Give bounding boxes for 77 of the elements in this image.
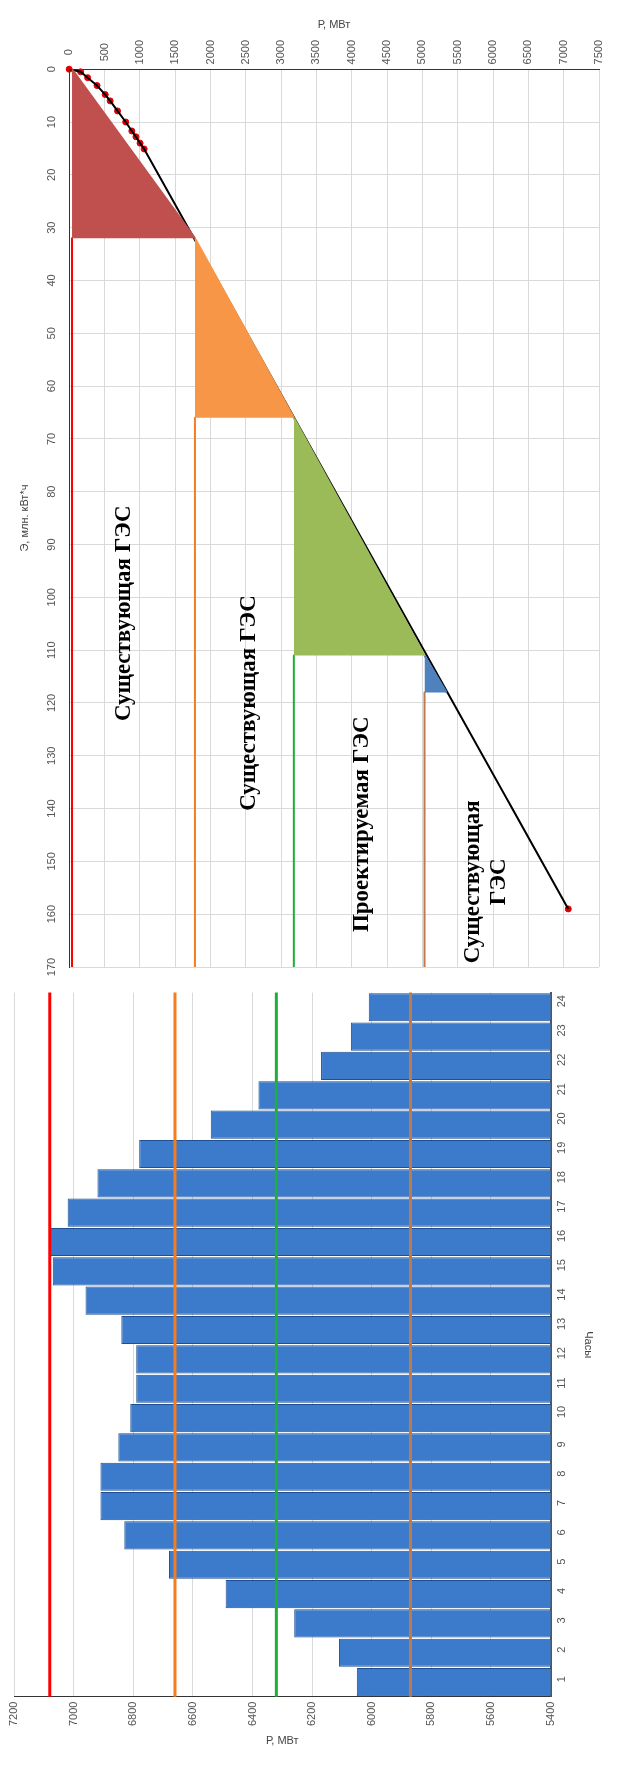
y-tick-label: 60 bbox=[45, 379, 58, 393]
x-axis-title: Р, МВт bbox=[266, 1734, 299, 1747]
y-tick-label: 9 bbox=[554, 1441, 567, 1448]
x-tick-label: 6000 bbox=[364, 1701, 377, 1727]
y-tick-label: 14 bbox=[554, 1288, 567, 1301]
y-tick-label: 110 bbox=[45, 641, 58, 659]
y-tick-label: 13 bbox=[554, 1317, 567, 1331]
y-tick-label: 100 bbox=[45, 588, 58, 607]
x-tick-label: 6800 bbox=[126, 1701, 139, 1727]
y-tick-label: 70 bbox=[45, 432, 58, 446]
y-tick-label: 0 bbox=[45, 66, 58, 73]
y-tick-label: 2 bbox=[554, 1646, 567, 1653]
y-axis-title: Э, млн. кВт*ч bbox=[17, 484, 30, 552]
y-tick-label: 10 bbox=[554, 1405, 567, 1419]
x-tick-label: 4500 bbox=[380, 39, 393, 65]
x-axis-title: Р, МВт bbox=[317, 17, 351, 30]
y-tick-label: 10 bbox=[45, 115, 58, 129]
annotation: Существующая ГЭС bbox=[234, 595, 260, 811]
y-tick-label: 6 bbox=[554, 1529, 567, 1536]
y-tick-label: 170 bbox=[45, 957, 58, 977]
y-tick-label: 11 bbox=[554, 1377, 567, 1389]
y-tick-label: 4 bbox=[554, 1587, 567, 1595]
y-tick-label: 18 bbox=[554, 1171, 567, 1184]
x-tick-label: 7000 bbox=[66, 1701, 79, 1727]
x-tick-label: 6200 bbox=[305, 1701, 318, 1727]
x-tick-label: 5400 bbox=[543, 1701, 556, 1727]
x-tick-label: 1000 bbox=[132, 39, 145, 65]
annotation: Существующая ГЭС bbox=[459, 800, 511, 964]
y-tick-label: 20 bbox=[554, 1112, 567, 1125]
y-tick-label: 160 bbox=[45, 905, 58, 924]
y-tick-label: 120 bbox=[45, 693, 58, 713]
x-tick-label: 4000 bbox=[344, 39, 357, 65]
x-tick-label: 5000 bbox=[415, 39, 428, 65]
x-tick-label: 500 bbox=[97, 43, 110, 62]
x-tick-label: 1500 bbox=[168, 39, 181, 65]
y-tick-label: 15 bbox=[554, 1259, 567, 1272]
y-tick-label: 5 bbox=[554, 1558, 567, 1565]
point bbox=[65, 65, 73, 73]
y-tick-label: 3 bbox=[554, 1617, 567, 1624]
y-tick-label: 16 bbox=[554, 1229, 567, 1242]
y-tick-label: 90 bbox=[45, 538, 58, 551]
y-tick-label: 20 bbox=[45, 168, 58, 181]
y-tick-label: 50 bbox=[45, 327, 58, 340]
y-tick-label: 40 bbox=[45, 274, 58, 287]
y-tick-label: 7 bbox=[554, 1499, 567, 1507]
x-tick-label: 6600 bbox=[185, 1701, 198, 1727]
y-tick-label: 1 bbox=[554, 1676, 567, 1683]
annotation: Проектируемая ГЭС bbox=[347, 716, 373, 933]
x-tick-label: 2500 bbox=[238, 39, 251, 65]
y-tick-label: 150 bbox=[45, 852, 58, 871]
x-tick-label: 5600 bbox=[484, 1701, 497, 1727]
y-tick-label: 12 bbox=[554, 1347, 567, 1360]
annotation: Существующая ГЭС bbox=[109, 505, 135, 722]
x-tick-label: 3000 bbox=[274, 39, 287, 65]
x-tick-label: 6500 bbox=[521, 39, 534, 65]
x-tick-label: 6400 bbox=[245, 1701, 258, 1727]
x-tick-label: 5500 bbox=[450, 39, 463, 65]
x-tick-label: 7200 bbox=[7, 1701, 20, 1727]
y-tick-label: 19 bbox=[554, 1141, 567, 1154]
y-tick-label: 22 bbox=[554, 1053, 567, 1066]
y-tick-label: 8 bbox=[554, 1470, 567, 1477]
y-tick-label: 23 bbox=[554, 1024, 567, 1037]
y-tick-label: 21 bbox=[554, 1083, 567, 1096]
y-tick-label: 80 bbox=[45, 485, 58, 498]
y-axis-title: Часы bbox=[583, 1331, 596, 1359]
x-tick-label: 7500 bbox=[592, 39, 605, 65]
x-tick-label: 6000 bbox=[486, 39, 499, 65]
y-tick-label: 140 bbox=[45, 799, 58, 818]
x-tick-label: 0 bbox=[62, 49, 75, 56]
y-tick-label: 17 bbox=[554, 1200, 567, 1213]
y-tick-label: 30 bbox=[45, 221, 58, 234]
y-tick-label: 130 bbox=[45, 746, 58, 765]
x-tick-label: 3500 bbox=[309, 39, 322, 65]
y-tick-label: 24 bbox=[554, 995, 567, 1008]
x-tick-label: 2000 bbox=[203, 39, 216, 65]
x-tick-label: 7000 bbox=[556, 39, 569, 65]
x-tick-label: 5800 bbox=[424, 1701, 437, 1727]
